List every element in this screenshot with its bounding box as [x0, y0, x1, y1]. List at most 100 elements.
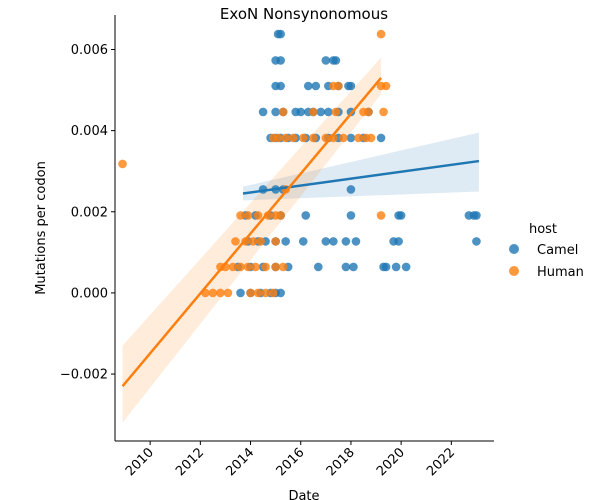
y-tick-label-0: −0.002	[60, 368, 108, 383]
point-camel-79	[236, 288, 245, 298]
y-tick-label-2: 0.002	[71, 205, 108, 220]
x-axis-ticks: 2010 2012 2014 2016 2018 2020 2022	[123, 441, 458, 479]
point-human-3	[334, 81, 343, 91]
point-human-30	[276, 211, 285, 220]
point-human-14	[281, 133, 290, 143]
point-camel-15	[258, 107, 268, 117]
point-human-11	[379, 107, 388, 117]
point-camel-14	[346, 81, 356, 91]
point-human-51	[253, 288, 263, 298]
ci-band-camel	[243, 132, 479, 201]
point-human-25	[236, 211, 245, 220]
point-camel-4	[321, 56, 331, 65]
point-human-16	[298, 133, 308, 143]
legend-title: host	[529, 222, 557, 237]
point-camel-60	[321, 237, 331, 246]
point-human-41	[243, 262, 253, 272]
point-human-1	[376, 29, 386, 39]
point-camel-10	[311, 81, 321, 91]
point-human-48	[216, 288, 225, 298]
point-human-27	[253, 211, 263, 220]
point-human-10	[364, 107, 373, 117]
y-axis-ticks: −0.002 0.000 0.002 0.004 0.006	[60, 43, 115, 383]
legend-marker-human	[509, 266, 519, 276]
point-camel-1	[276, 29, 285, 39]
point-camel-84	[276, 288, 285, 298]
point-human-53	[268, 288, 278, 298]
point-camel-66	[472, 237, 481, 246]
point-human-49	[223, 288, 233, 298]
point-camel-72	[314, 262, 323, 272]
point-human-40	[236, 262, 245, 272]
trend-line-human	[121, 77, 383, 388]
point-human-43	[261, 262, 270, 272]
point-camel-36	[346, 133, 356, 143]
point-camel-62	[341, 237, 351, 246]
point-camel-16	[271, 107, 280, 117]
x-tick-label-2020: 2020	[374, 445, 408, 479]
point-camel-53	[472, 211, 481, 220]
point-human-42	[251, 262, 260, 272]
point-human-44	[271, 262, 280, 272]
point-human-20	[339, 133, 348, 143]
point-camel-50	[396, 211, 406, 220]
legend-marker-camel	[509, 244, 519, 254]
point-camel-42	[346, 185, 356, 194]
point-human-35	[256, 237, 265, 246]
legend: host Camel Human	[509, 222, 584, 280]
x-tick-label-2018: 2018	[324, 445, 358, 479]
point-human-5	[381, 81, 391, 91]
x-tick-label-2022: 2022	[424, 445, 458, 479]
point-human-21	[354, 133, 363, 143]
y-tick-label-1: 0.000	[71, 286, 108, 301]
point-camel-76	[381, 262, 391, 272]
point-camel-47	[301, 211, 311, 220]
point-camel-59	[298, 237, 308, 246]
trend-line-camel	[242, 159, 480, 195]
point-human-26	[243, 211, 253, 220]
trend-lines	[121, 77, 480, 388]
x-tick-label-2010: 2010	[123, 445, 157, 479]
y-tick-label-3: 0.004	[71, 124, 108, 139]
point-human-36	[271, 237, 280, 246]
point-camel-74	[349, 262, 358, 272]
point-human-15	[288, 133, 298, 143]
y-axis-label: Mutations per codon	[34, 161, 49, 295]
point-camel-6	[331, 56, 341, 65]
point-camel-9	[303, 81, 313, 91]
point-camel-78	[401, 262, 411, 272]
point-human-47	[208, 288, 218, 298]
point-human-0	[118, 159, 127, 169]
x-tick-label-2012: 2012	[173, 445, 207, 479]
point-human-39	[228, 262, 238, 272]
point-camel-22	[316, 107, 326, 117]
scatter-points	[118, 29, 481, 298]
point-human-31	[376, 211, 386, 220]
point-human-13	[273, 133, 283, 143]
point-human-52	[261, 288, 270, 298]
y-tick-label-4: 0.006	[71, 43, 108, 58]
chart-title: ExoN Nonsynonomous	[220, 5, 388, 23]
legend-label-camel: Camel	[537, 243, 578, 258]
point-camel-61	[329, 237, 338, 246]
point-camel-23	[324, 107, 333, 117]
x-axis-label: Date	[288, 489, 319, 500]
point-human-6	[278, 107, 288, 117]
point-camel-8	[276, 81, 285, 91]
point-camel-3	[276, 56, 285, 65]
point-camel-65	[394, 237, 403, 246]
point-human-17	[308, 133, 318, 143]
point-camel-73	[341, 262, 351, 272]
point-camel-48	[346, 211, 356, 220]
x-tick-label-2014: 2014	[223, 445, 257, 479]
point-camel-38	[376, 133, 386, 143]
point-human-7	[308, 107, 318, 117]
legend-label-human: Human	[537, 265, 584, 280]
point-human-34	[248, 237, 258, 246]
point-camel-77	[391, 262, 401, 272]
point-camel-63	[351, 237, 361, 246]
x-tick-label-2016: 2016	[274, 445, 308, 479]
point-human-23	[366, 133, 376, 143]
point-human-50	[246, 288, 255, 298]
